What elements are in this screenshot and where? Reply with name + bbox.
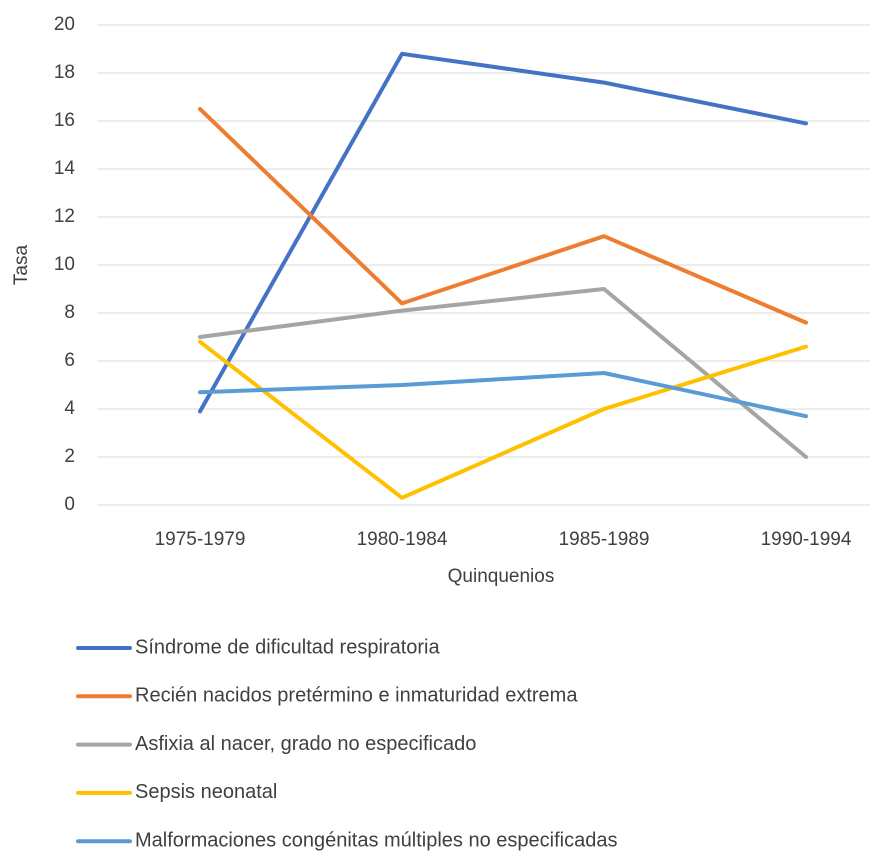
x-tick-label: 1985-1989 [559, 529, 650, 550]
y-tick-label: 0 [64, 494, 75, 515]
y-tick-label: 20 [54, 14, 75, 35]
y-axis-title: Tasa [11, 245, 32, 286]
legend-label: Síndrome de dificultad respiratoria [135, 636, 440, 658]
x-tick-label: 1980-1984 [357, 529, 448, 550]
legend-label: Malformaciones congénitas múltiples no e… [135, 829, 617, 851]
y-tick-label: 16 [54, 110, 75, 131]
y-tick-label: 8 [64, 302, 75, 323]
y-tick-label: 2 [64, 446, 75, 467]
y-tick-label: 12 [54, 206, 75, 227]
y-tick-label: 4 [64, 398, 75, 419]
x-tick-label: 1990-1994 [761, 529, 852, 550]
series-line [198, 371, 808, 419]
series-line [198, 107, 808, 325]
legend-label: Recién nacidos pretérmino e inmaturidad … [135, 685, 578, 707]
legend-label: Asfixia al nacer, grado no especificado [135, 733, 476, 755]
x-axis-title: Quinquenios [448, 566, 555, 587]
y-tick-label: 10 [54, 254, 75, 275]
y-tick-label: 14 [54, 158, 76, 179]
series-line [198, 51, 808, 414]
series-line [198, 287, 808, 459]
x-tick-label: 1975-1979 [155, 529, 246, 550]
y-tick-label: 6 [64, 350, 75, 371]
legend-label: Sepsis neonatal [135, 781, 277, 803]
y-tick-label: 18 [54, 62, 75, 83]
series-line [198, 339, 808, 500]
